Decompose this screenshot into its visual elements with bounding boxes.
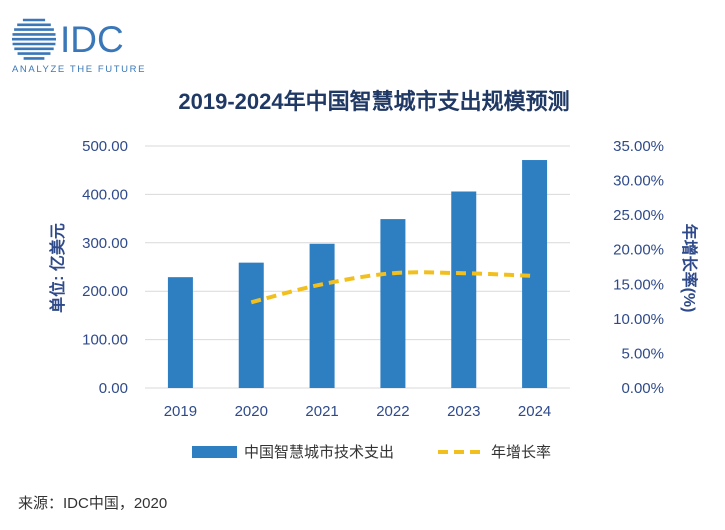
legend-line-label: 年增长率	[491, 444, 551, 461]
y-tick-label: 0.00	[99, 380, 128, 397]
y2-tick-label: 30.00%	[613, 173, 664, 190]
x-tick-label: 2021	[305, 403, 338, 420]
y-tick-label: 200.00	[82, 283, 128, 300]
y2-axis-title: 年增长率(%)	[680, 224, 699, 313]
logo-wordmark: IDC	[60, 19, 124, 60]
legend-bar-swatch	[192, 446, 237, 458]
y2-tick-label: 5.00%	[621, 345, 664, 362]
y-tick-label: 300.00	[82, 235, 128, 252]
y-tick-label: 100.00	[82, 332, 128, 349]
bar	[309, 243, 335, 388]
growth-line-series	[250, 270, 535, 305]
x-tick-label: 2023	[447, 403, 480, 420]
y2-tick-label: 10.00%	[613, 311, 664, 328]
right-axis-ticks: 0.00% 5.00% 10.00% 15.00% 20.00% 25.00% 30.00%…	[613, 138, 664, 397]
y2-tick-label: 25.00%	[613, 207, 664, 224]
bar	[238, 262, 264, 388]
legend-bar-label: 中国智慧城市技术支出	[244, 443, 394, 461]
globe-icon	[12, 18, 56, 60]
bar	[380, 219, 406, 388]
growth-line	[250, 270, 535, 305]
y2-tick-label: 20.00%	[613, 242, 664, 259]
y2-tick-label: 0.00%	[621, 380, 664, 397]
source-note: 来源：IDC中国，2020	[18, 495, 167, 512]
y-axis-title: 单位: 亿美元	[48, 223, 67, 313]
grid-lines	[145, 145, 570, 389]
chart-title: 2019-2024年中国智慧城市支出规模预测	[178, 89, 569, 114]
y2-tick-label: 15.00%	[613, 276, 664, 293]
y2-tick-label: 35.00%	[613, 138, 664, 155]
x-tick-label: 2020	[235, 403, 268, 420]
x-tick-label: 2019	[164, 403, 197, 420]
y-tick-label: 500.00	[82, 138, 128, 155]
bar	[167, 277, 193, 388]
legend: 中国智慧城市技术支出 年增长率	[192, 443, 551, 461]
bar	[451, 191, 477, 388]
logo-tagline: ANALYZE THE FUTURE	[12, 64, 146, 75]
x-axis-ticks: 2019 2020 2021 2022 2023 2024	[164, 403, 552, 420]
x-tick-label: 2022	[376, 403, 409, 420]
y-tick-label: 400.00	[82, 186, 128, 203]
idc-logo: IDC ANALYZE THE FUTURE	[12, 18, 146, 75]
x-tick-label: 2024	[518, 403, 551, 420]
left-axis-ticks: 0.00 100.00 200.00 300.00 400.00 500.00	[82, 138, 128, 397]
